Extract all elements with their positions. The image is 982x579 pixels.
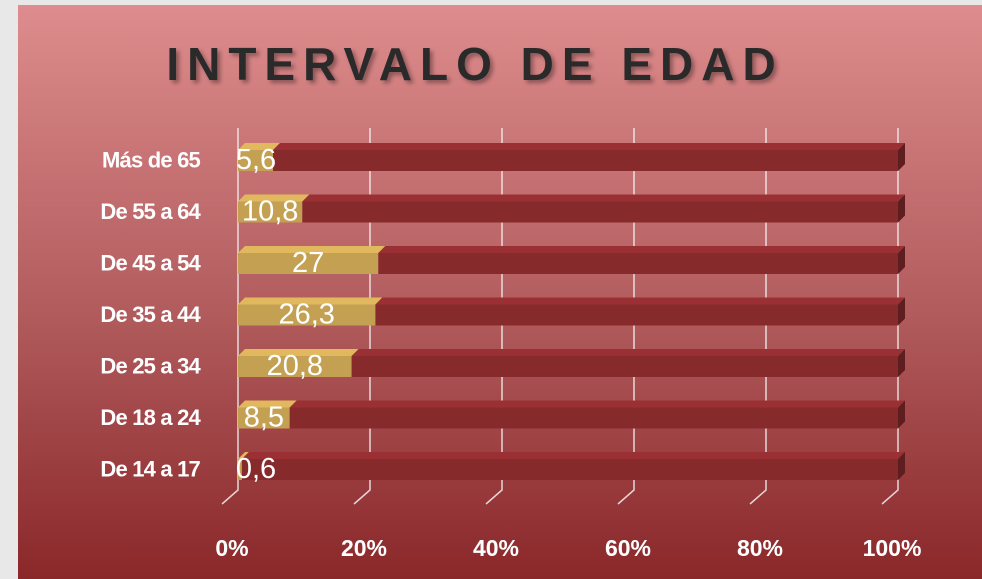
bar (238, 407, 290, 429)
y-tick-label: De 18 a 24 (100, 405, 201, 430)
x-tick-label: 40% (473, 535, 519, 561)
bar-segment (289, 400, 905, 429)
bar-segment (238, 349, 359, 377)
bar (378, 253, 899, 274)
bar (289, 407, 898, 429)
bar-side (898, 246, 905, 274)
bar-side (898, 349, 905, 377)
y-tick-label: De 35 a 44 (100, 302, 201, 327)
bar-segment (238, 143, 280, 171)
x-tick-label: 100% (863, 535, 922, 561)
y-tick-label: De 25 a 34 (100, 353, 201, 378)
bar-top (289, 400, 905, 408)
data-label: 26,3 (278, 299, 334, 331)
bar (238, 253, 379, 274)
bar-top (238, 143, 280, 150)
data-label: 0,6 (236, 453, 276, 485)
data-label: 5,6 (236, 144, 276, 176)
bar-segment (238, 400, 297, 429)
bar (238, 459, 242, 480)
bar-segment (238, 297, 383, 326)
data-label: 20,8 (267, 350, 323, 382)
bar (302, 201, 898, 223)
bar-segment (375, 297, 905, 326)
grid-line (221, 128, 239, 505)
bar-side (898, 143, 905, 171)
bar (238, 304, 376, 326)
bar-top (302, 194, 905, 202)
bar-top (238, 297, 383, 305)
bar-top (273, 143, 905, 150)
bar (375, 304, 898, 326)
bar-top (238, 246, 386, 253)
x-tick-label: 20% (341, 535, 387, 561)
chart-background (18, 5, 982, 579)
y-tick-label: De 14 a 17 (100, 456, 200, 481)
x-tick-label: 0% (215, 535, 248, 561)
data-label: 10,8 (242, 196, 298, 228)
bar-top (375, 297, 905, 305)
bar-side (898, 452, 905, 480)
bar-top (238, 452, 249, 459)
x-tick-label: 80% (737, 535, 783, 561)
bar (238, 150, 273, 171)
y-tick-label: Más de 65 (102, 147, 201, 172)
y-tick-label: De 55 a 64 (100, 199, 201, 224)
bar-segment (238, 194, 310, 223)
bar-segment (238, 452, 249, 480)
bar-top (238, 194, 310, 202)
bar (238, 201, 303, 223)
bar-top (238, 349, 359, 356)
bar (273, 150, 898, 171)
bar-segment (273, 143, 905, 171)
bar-side (898, 400, 905, 429)
x-tick-label: 60% (605, 535, 651, 561)
data-label: 27 (292, 247, 324, 279)
bar-segment (378, 246, 906, 274)
bar-side (898, 194, 905, 223)
bar-top (378, 246, 906, 253)
bar (351, 356, 898, 377)
bar (241, 459, 898, 480)
y-tick-label: De 45 a 54 (100, 250, 201, 275)
bar-side (898, 297, 905, 326)
bar-segment (351, 349, 905, 377)
bar-top (351, 349, 905, 356)
bar (238, 356, 352, 377)
data-label: 8,5 (244, 402, 284, 434)
bar-top (238, 400, 297, 408)
chart-title: INTERVALO DE EDAD (166, 38, 783, 90)
bar-top (241, 452, 905, 459)
bar-segment (302, 194, 905, 223)
bar-segment (241, 452, 905, 480)
bar-segment (238, 246, 386, 274)
